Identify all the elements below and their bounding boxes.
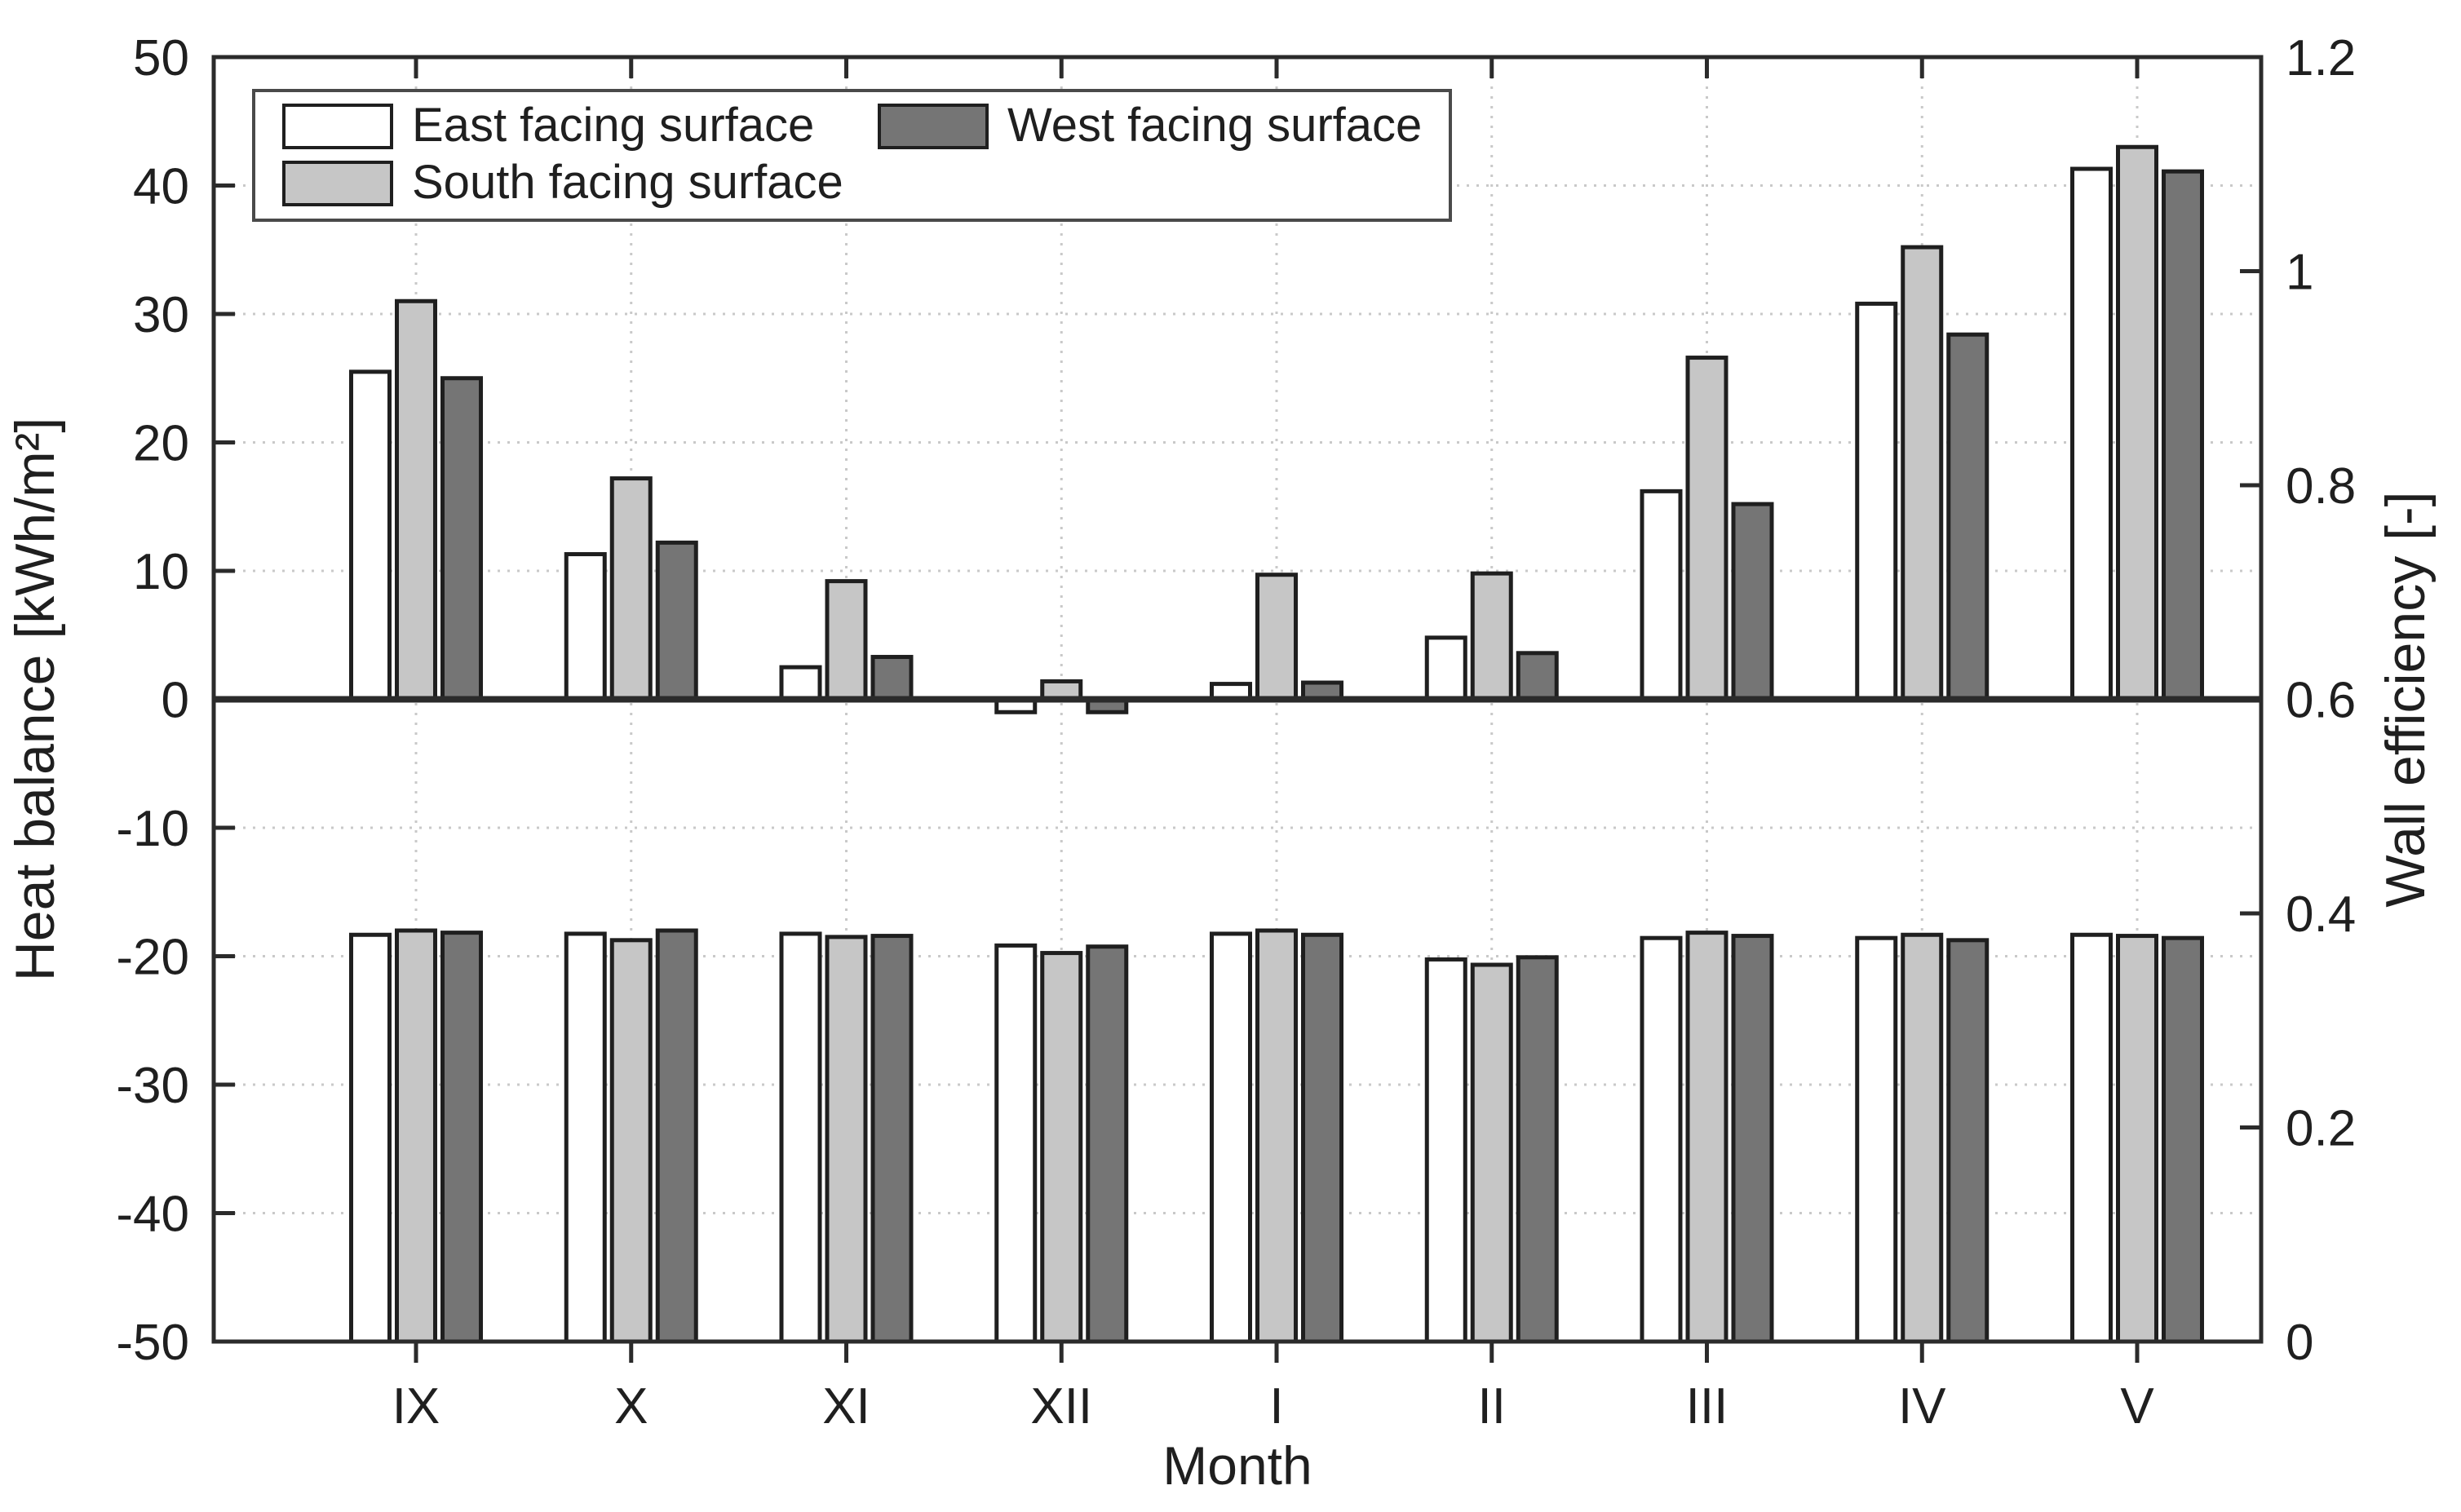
bar-wall-efficiency-XI-1 xyxy=(825,935,868,1344)
bar-wall-efficiency-IX-1 xyxy=(395,928,437,1344)
bar-heat-balance-V-1 xyxy=(2116,144,2158,701)
x-tick-label: IX xyxy=(392,1378,440,1435)
y-left-tick-label: 0 xyxy=(162,673,189,729)
y-right-tick-label: 1 xyxy=(2286,245,2313,301)
bar-heat-balance-II-2 xyxy=(1516,651,1559,701)
y-left-tick-label: 40 xyxy=(133,159,189,215)
legend-swatch xyxy=(878,104,989,149)
y-left-tick-label: 30 xyxy=(133,287,189,343)
x-tick-label: II xyxy=(1478,1378,1506,1435)
bar-heat-balance-IX-2 xyxy=(440,376,483,701)
bar-wall-efficiency-V-0 xyxy=(2070,932,2113,1344)
bar-wall-efficiency-IX-2 xyxy=(440,931,483,1344)
bar-wall-efficiency-I-0 xyxy=(1210,931,1252,1344)
bar-heat-balance-XI-0 xyxy=(779,665,822,701)
x-tick-label: IV xyxy=(1898,1378,1946,1435)
bar-wall-efficiency-IX-0 xyxy=(349,932,392,1344)
bar-heat-balance-IX-1 xyxy=(395,298,437,701)
bar-heat-balance-V-2 xyxy=(2162,169,2204,702)
y-left-tick-label: -30 xyxy=(116,1058,189,1114)
bar-wall-efficiency-III-0 xyxy=(1640,935,1683,1344)
bar-heat-balance-IV-2 xyxy=(1946,332,1990,701)
x-tick-label: III xyxy=(1686,1378,1728,1435)
bar-heat-balance-X-0 xyxy=(564,552,607,702)
bar-wall-efficiency-X-0 xyxy=(564,931,607,1344)
bar-heat-balance-III-1 xyxy=(1685,356,1728,701)
bar-wall-efficiency-V-2 xyxy=(2162,935,2204,1344)
y-right-tick-label: 0.4 xyxy=(2286,886,2356,943)
y-right-axis-label: Wall efficiency [-] xyxy=(2375,491,2437,907)
x-tick-label: I xyxy=(1269,1378,1283,1435)
legend-box xyxy=(252,89,1452,222)
bar-heat-balance-I-1 xyxy=(1255,573,1298,701)
bar-heat-balance-III-0 xyxy=(1640,489,1683,701)
y-right-tick-label: 0 xyxy=(2286,1315,2313,1371)
y-left-tick-label: -10 xyxy=(116,801,189,857)
y-left-tick-label: -40 xyxy=(116,1187,189,1243)
bar-wall-efficiency-XII-0 xyxy=(994,943,1038,1344)
bar-heat-balance-V-0 xyxy=(2070,166,2113,701)
bar-heat-balance-II-1 xyxy=(1470,571,1513,702)
y-right-tick-label: 0.6 xyxy=(2286,673,2356,729)
x-tick-label: X xyxy=(614,1378,648,1435)
x-axis-label: Month xyxy=(1162,1435,1312,1496)
bar-wall-efficiency-XI-0 xyxy=(779,931,822,1344)
y-left-tick-label: 10 xyxy=(133,544,189,600)
y-right-tick-label: 1.2 xyxy=(2286,30,2356,86)
bar-wall-efficiency-IV-2 xyxy=(1946,938,1990,1344)
bar-heat-balance-X-1 xyxy=(609,476,653,701)
bar-heat-balance-X-2 xyxy=(655,540,698,701)
bar-wall-efficiency-I-1 xyxy=(1255,928,1298,1344)
bar-wall-efficiency-XI-2 xyxy=(870,934,914,1344)
legend-swatch xyxy=(282,161,393,206)
y-right-tick-label: 0.8 xyxy=(2286,458,2356,515)
bar-wall-efficiency-X-1 xyxy=(609,938,653,1344)
bar-heat-balance-III-2 xyxy=(1731,502,1774,701)
x-tick-label: V xyxy=(2120,1378,2154,1435)
y-left-tick-label: -50 xyxy=(116,1315,189,1371)
legend-label: East facing surface xyxy=(412,99,814,152)
tick-layer xyxy=(214,55,2261,1363)
bar-heat-balance-XI-2 xyxy=(870,655,914,702)
bar-wall-efficiency-II-1 xyxy=(1470,962,1513,1344)
x-tick-label: XII xyxy=(1030,1378,1092,1435)
bar-wall-efficiency-III-2 xyxy=(1731,934,1774,1344)
bar-wall-efficiency-XII-2 xyxy=(1086,944,1129,1344)
bar-wall-efficiency-II-0 xyxy=(1424,957,1467,1344)
y-left-tick-label: -20 xyxy=(116,930,189,986)
bar-wall-efficiency-X-2 xyxy=(655,928,698,1344)
y-left-axis-label: Heat balance [kWh/m²] xyxy=(4,418,66,982)
bar-wall-efficiency-V-1 xyxy=(2116,934,2158,1344)
bar-wall-efficiency-II-2 xyxy=(1516,955,1559,1344)
bar-wall-efficiency-I-2 xyxy=(1301,932,1343,1344)
tick-label-layer: 50 40 30 20 10 0 -10 -20 -30 -40 -50 1.2 1 0.8 0.6 0.4 0… xyxy=(116,30,2356,1435)
bar-wall-efficiency-IV-0 xyxy=(1855,935,1898,1344)
y-left-tick-label: 20 xyxy=(133,416,189,472)
bar-wall-efficiency-IV-1 xyxy=(1901,932,1944,1344)
bars-layer xyxy=(349,144,2204,1344)
bar-heat-balance-IV-1 xyxy=(1901,245,1944,702)
bar-heat-balance-IV-0 xyxy=(1855,301,1898,701)
bar-wall-efficiency-III-1 xyxy=(1685,931,1728,1344)
legend-label: South facing surface xyxy=(412,156,843,209)
legend-label: West facing surface xyxy=(1007,99,1422,152)
bar-heat-balance-IX-0 xyxy=(349,369,392,701)
legend-swatch xyxy=(282,104,393,149)
y-left-tick-label: 50 xyxy=(133,30,189,86)
x-tick-label: XI xyxy=(822,1378,870,1435)
bar-heat-balance-II-0 xyxy=(1424,635,1467,702)
bar-heat-balance-XI-1 xyxy=(825,579,868,701)
bar-wall-efficiency-XII-1 xyxy=(1040,951,1083,1344)
y-right-tick-label: 0.2 xyxy=(2286,1101,2356,1157)
